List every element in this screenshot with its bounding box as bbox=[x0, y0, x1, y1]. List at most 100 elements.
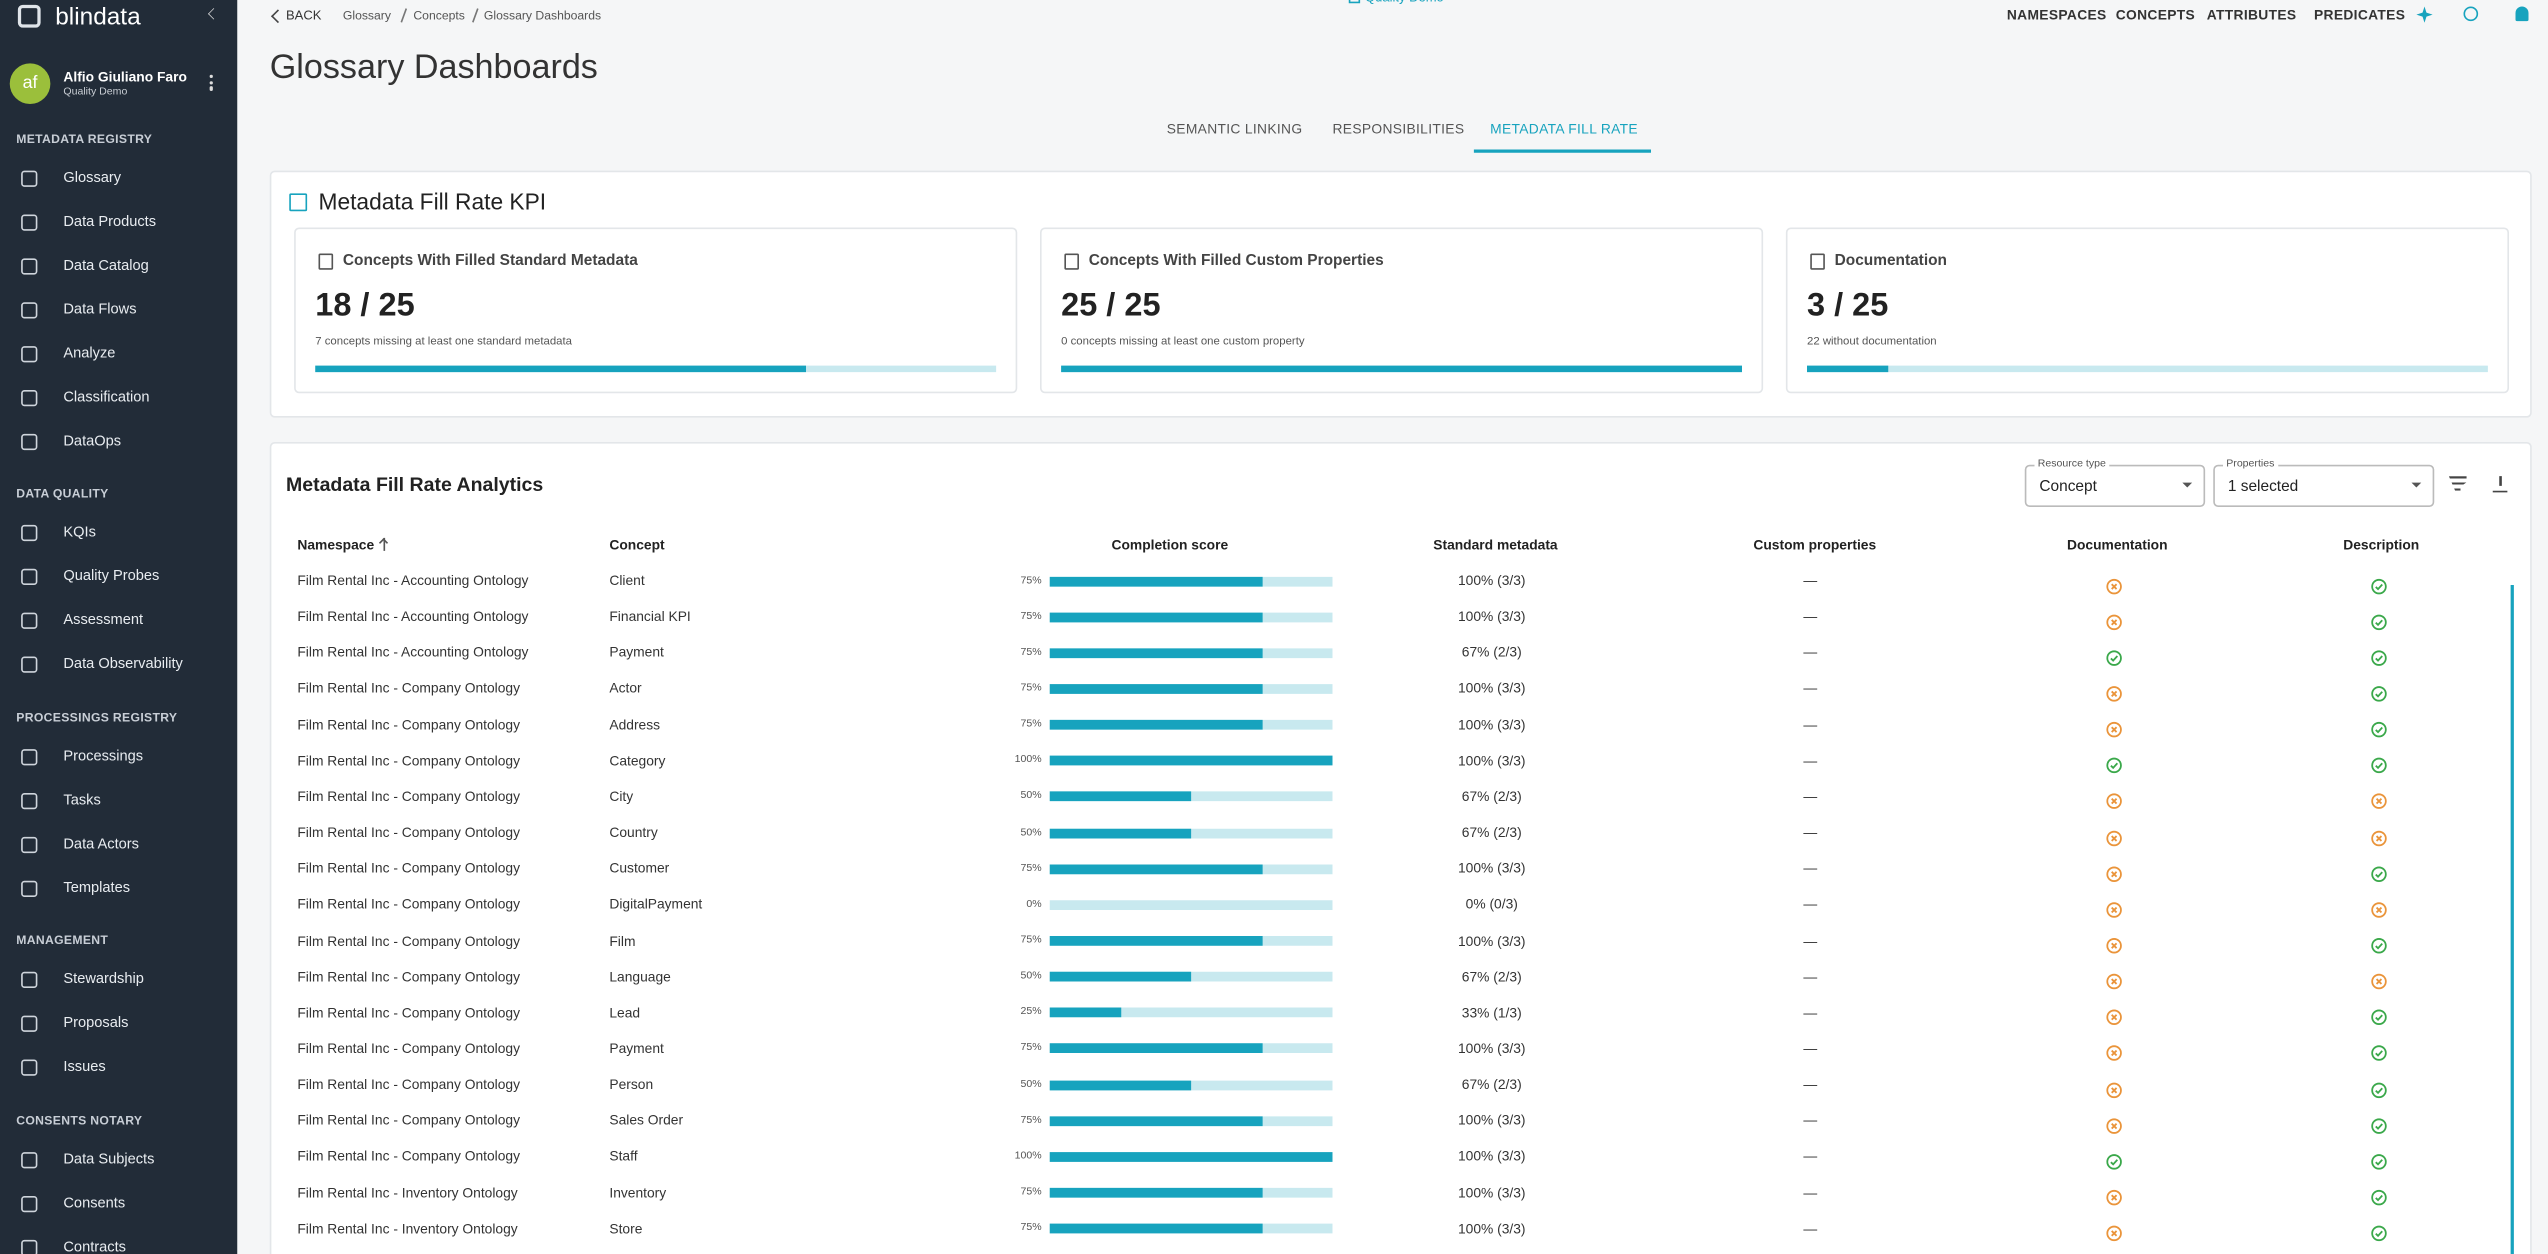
nav-item[interactable]: KQIs bbox=[63, 522, 96, 539]
concept-cell[interactable]: Payment bbox=[609, 643, 664, 661]
concept-cell[interactable]: Staff bbox=[609, 1147, 638, 1165]
nav-icon bbox=[21, 258, 38, 275]
avatar: af bbox=[9, 63, 51, 104]
collapse-button[interactable] bbox=[207, 8, 220, 20]
section-heading: DATA QUALITY bbox=[16, 485, 109, 501]
custom-cell: — bbox=[1803, 1219, 1818, 1237]
concept-cell[interactable]: Inventory bbox=[609, 1183, 667, 1201]
top-nav-link[interactable]: PREDICATES bbox=[2314, 6, 2406, 23]
completion-track bbox=[1049, 936, 1333, 946]
concept-cell[interactable]: Country bbox=[609, 823, 658, 841]
status-icon bbox=[2371, 866, 2387, 882]
completion-bar bbox=[1049, 828, 1192, 838]
completion-bar bbox=[1049, 1151, 1333, 1162]
dropdown-arrow bbox=[2182, 482, 2193, 488]
ai-button[interactable] bbox=[2416, 6, 2433, 23]
namespace-cell: Film Rental Inc - Company Ontology bbox=[297, 931, 520, 949]
standard-cell: 100% (3/3) bbox=[1457, 715, 1526, 733]
concept-cell[interactable]: Financial KPI bbox=[609, 607, 691, 625]
menu-dot[interactable] bbox=[209, 74, 214, 79]
column-header[interactable]: Completion score bbox=[1111, 536, 1229, 553]
nav-item[interactable]: Proposals bbox=[63, 1013, 129, 1030]
nav-icon bbox=[21, 346, 38, 363]
concept-cell[interactable]: Actor bbox=[609, 679, 642, 697]
concept-cell[interactable]: Client bbox=[609, 572, 645, 589]
concept-cell[interactable]: Person bbox=[609, 1075, 654, 1093]
nav-item[interactable]: DataOps bbox=[63, 432, 122, 450]
status-icon bbox=[2371, 1118, 2387, 1134]
tab[interactable]: RESPONSIBILITIES bbox=[1332, 120, 1465, 137]
top-nav-link[interactable]: ATTRIBUTES bbox=[2206, 6, 2297, 23]
status-missing bbox=[2106, 1113, 2122, 1134]
nav-item[interactable]: Contracts bbox=[63, 1237, 126, 1254]
concept-cell[interactable]: Film bbox=[609, 931, 636, 949]
concept-cell[interactable]: Payment bbox=[609, 1039, 664, 1057]
nav-item[interactable]: Templates bbox=[63, 879, 131, 896]
column-header[interactable]: Concept bbox=[609, 536, 665, 553]
nav-item[interactable]: Data Products bbox=[63, 212, 157, 229]
concept-cell[interactable]: Language bbox=[609, 967, 671, 985]
status-ok bbox=[2106, 753, 2122, 774]
completion-track bbox=[1049, 1079, 1333, 1090]
completion-label: 75% bbox=[1020, 1222, 1042, 1234]
nav-item[interactable]: Data Flows bbox=[63, 300, 137, 317]
concept-cell[interactable]: Customer bbox=[609, 859, 670, 877]
namespace-cell: Film Rental Inc - Company Ontology bbox=[297, 859, 520, 877]
nav-item[interactable]: Glossary bbox=[63, 168, 122, 185]
nav-item[interactable]: Data Observability bbox=[63, 654, 183, 672]
status-missing bbox=[2106, 573, 2122, 594]
completion-bar bbox=[1049, 863, 1262, 874]
search-button[interactable] bbox=[2463, 6, 2479, 22]
nav-icon bbox=[21, 169, 38, 187]
completion-label: 75% bbox=[1020, 1186, 1042, 1198]
concept-cell[interactable]: Category bbox=[609, 751, 666, 769]
filter-select[interactable] bbox=[2213, 464, 2435, 507]
analytics-panel bbox=[269, 442, 2532, 1254]
back[interactable]: BACK bbox=[286, 8, 322, 23]
namespace-cell: Film Rental Inc - Company Ontology bbox=[297, 823, 520, 841]
concept-cell[interactable]: DigitalPayment bbox=[609, 895, 703, 913]
menu-dot bbox=[209, 80, 214, 85]
status-missing bbox=[2106, 789, 2122, 810]
nav-item[interactable]: Data Subjects bbox=[63, 1149, 155, 1166]
namespace-cell: Film Rental Inc - Inventory Ontology bbox=[297, 1219, 518, 1237]
standard-cell: 100% (3/3) bbox=[1457, 679, 1526, 697]
concept-cell[interactable]: Address bbox=[609, 715, 661, 733]
back-icon[interactable] bbox=[270, 9, 285, 24]
concept-cell[interactable]: Store bbox=[609, 1219, 643, 1237]
column-header[interactable]: Namespace bbox=[297, 536, 375, 553]
column-header[interactable]: Documentation bbox=[2067, 536, 2168, 553]
nav-item[interactable]: Issues bbox=[63, 1057, 106, 1074]
nav-item[interactable]: Classification bbox=[63, 388, 150, 406]
top-nav-link[interactable]: NAMESPACES bbox=[2006, 6, 2107, 23]
column-header[interactable]: Custom properties bbox=[1753, 536, 1877, 553]
concept-cell[interactable]: City bbox=[609, 787, 634, 805]
completion-bar bbox=[1049, 1043, 1262, 1054]
filter-select[interactable] bbox=[2024, 464, 2206, 507]
nav-item[interactable]: Consents bbox=[63, 1193, 126, 1211]
column-header[interactable]: Description bbox=[2343, 536, 2420, 553]
nav-item[interactable]: Quality Probes bbox=[63, 566, 160, 583]
concept-cell[interactable]: Sales Order bbox=[609, 1111, 684, 1129]
concept-cell[interactable]: Lead bbox=[609, 1003, 641, 1021]
custom-cell: — bbox=[1803, 572, 1818, 589]
namespace-cell: Film Rental Inc - Company Ontology bbox=[297, 967, 520, 985]
breadcrumb[interactable]: Concepts bbox=[413, 8, 465, 23]
tab[interactable]: METADATA FILL RATE bbox=[1490, 120, 1638, 137]
nav-item[interactable]: Stewardship bbox=[63, 969, 144, 986]
completion-label: 75% bbox=[1020, 574, 1042, 586]
nav-item[interactable]: Processings bbox=[63, 746, 144, 763]
nav-item[interactable]: Assessment bbox=[63, 610, 144, 627]
column-header[interactable]: Standard metadata bbox=[1433, 536, 1558, 553]
tab[interactable]: SEMANTIC LINKING bbox=[1166, 120, 1303, 137]
nav-item[interactable]: Tasks bbox=[63, 790, 101, 808]
notifications-button[interactable] bbox=[2515, 6, 2529, 22]
nav-item[interactable]: Data Actors bbox=[63, 834, 139, 852]
download-button[interactable] bbox=[2492, 476, 2508, 493]
breadcrumb[interactable]: Glossary bbox=[342, 8, 391, 23]
kpi-note: 0 concepts missing at least one custom p… bbox=[1061, 336, 1305, 348]
status-icon bbox=[2106, 902, 2122, 918]
nav-item[interactable]: Data Catalog bbox=[63, 256, 149, 273]
nav-item[interactable]: Analyze bbox=[63, 344, 116, 361]
top-nav-link[interactable]: CONCEPTS bbox=[2115, 6, 2196, 23]
